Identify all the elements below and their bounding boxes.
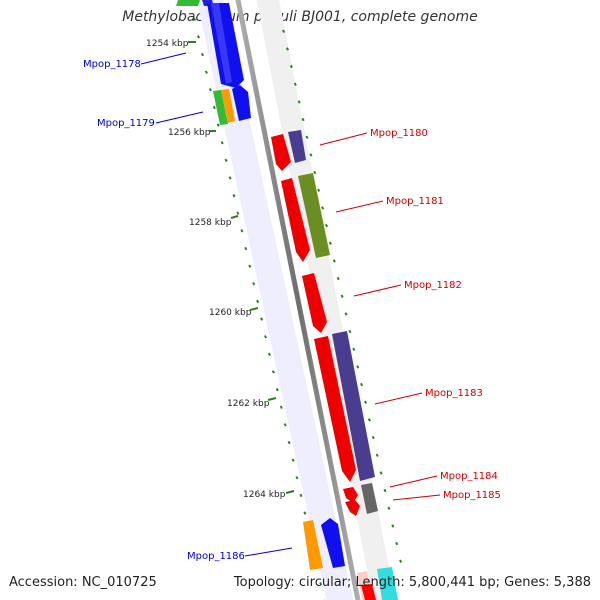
label-mpop-1178: Mpop_1178 (83, 59, 141, 70)
ruler-ticks-outer (193, 17, 326, 600)
summary-text: Topology: circular; Length: 5,800,441 bp… (233, 575, 591, 590)
label-mpop-1179: Mpop_1179 (97, 118, 155, 129)
label-mpop-1183: Mpop_1183 (425, 388, 483, 399)
tick-dot (301, 117, 305, 122)
tick-dot (232, 193, 236, 198)
genome-backbone (235, 0, 361, 600)
tick-dot (291, 458, 295, 462)
tick-dot (383, 488, 387, 493)
tick-dot (248, 264, 252, 268)
tick-dot (204, 70, 208, 74)
label-mpop-1182: Mpop_1182 (404, 280, 462, 291)
tick-dot (309, 153, 313, 157)
tick-dot (375, 453, 379, 457)
ruler-labels: 1254 kbp 1256 kbp 1258 kbp 1260 kbp 1262… (146, 39, 295, 500)
tick-dot (303, 511, 307, 515)
tick-dot (252, 282, 256, 286)
gene-mpop-1178[interactable] (207, 3, 244, 88)
tick-dot (295, 476, 299, 480)
label-mpop-1186: Mpop_1186 (187, 551, 245, 562)
tick-dot (240, 229, 244, 233)
tick-dot (216, 123, 220, 127)
tick-dot (200, 52, 205, 57)
tick-dot (399, 559, 403, 563)
forward-track (196, 0, 354, 600)
tick-dot (371, 435, 375, 440)
reverse-gene-labels: Mpop_1180 Mpop_1181 Mpop_1182 Mpop_1183 … (319, 128, 501, 501)
tick-dot (340, 294, 344, 298)
tick-dot (305, 135, 309, 139)
tick-dot (228, 176, 232, 180)
tick-label-1264: 1264 kbp (243, 490, 286, 500)
tick-dot (293, 82, 297, 86)
gene-mpop-1185[interactable] (345, 483, 378, 516)
tick-dot (193, 17, 197, 21)
tick-dot (196, 35, 201, 39)
tick-dot (297, 100, 301, 104)
tick-dot (328, 241, 332, 245)
tick-dot (212, 105, 216, 110)
tick-dot (263, 335, 268, 339)
label-mpop-1185: Mpop_1185 (443, 490, 501, 501)
tick-dot (395, 541, 399, 546)
tick-dot (324, 223, 329, 228)
tick-dot (208, 88, 212, 92)
gene-mpop-1186-group[interactable] (303, 518, 345, 570)
gene-mpop-1183[interactable] (314, 331, 375, 482)
tick-dot (224, 158, 228, 163)
tick-label-1258: 1258 kbp (189, 218, 232, 228)
tick-dot (356, 365, 360, 369)
tick-dot (367, 418, 371, 422)
tick-dot (391, 524, 395, 528)
tick-label-1262: 1262 kbp (227, 399, 270, 409)
tick-dot (275, 387, 279, 392)
tick-dot (244, 246, 248, 251)
gene-mpop-1182[interactable] (302, 273, 327, 333)
tick-label-1254: 1254 kbp (146, 39, 189, 49)
tick-dot (271, 370, 275, 374)
tick-dot (336, 276, 340, 281)
tick-dot (387, 506, 391, 510)
tick-dot (236, 211, 240, 215)
tick-dot (220, 141, 224, 145)
accession-text: Accession: NC_010725 (9, 575, 157, 590)
label-mpop-1181: Mpop_1181 (386, 196, 444, 207)
gene-mpop-1184[interactable] (343, 487, 358, 503)
tick-dot (319, 581, 323, 586)
tick-label-1256: 1256 kbp (168, 128, 211, 138)
tick-dot (379, 471, 383, 475)
gene-bottom-edge (357, 567, 398, 600)
tick-dot (285, 47, 290, 51)
tick-dot (260, 317, 264, 321)
gene-mpop-1180[interactable] (271, 130, 306, 171)
gene-mpop-1181[interactable] (281, 173, 330, 262)
tick-dot (348, 329, 352, 334)
tick-dot (282, 29, 286, 33)
tick-dot (352, 347, 356, 351)
tick-dot (332, 259, 336, 263)
tick-dot (321, 206, 325, 210)
label-mpop-1184: Mpop_1184 (440, 471, 498, 482)
ruler-ticks-inner (282, 29, 403, 563)
label-mpop-1180: Mpop_1180 (370, 128, 428, 139)
tick-dot (363, 400, 368, 404)
tick-dot (313, 170, 317, 175)
tick-dot (283, 423, 287, 427)
forward-gene-labels: Mpop_1178 Mpop_1179 Mpop_1186 (83, 52, 293, 562)
tick-dot (299, 493, 303, 498)
tick-dot (267, 352, 271, 357)
tick-dot (279, 405, 283, 409)
tick-dot (289, 64, 293, 69)
tick-dot (344, 312, 348, 316)
tick-dot (360, 382, 364, 387)
tick-label-1260: 1260 kbp (209, 308, 252, 318)
tick-dot (287, 440, 291, 445)
tick-dot (256, 299, 260, 304)
tick-dot (317, 188, 321, 192)
gene-mpop-1179-group[interactable] (213, 85, 251, 125)
